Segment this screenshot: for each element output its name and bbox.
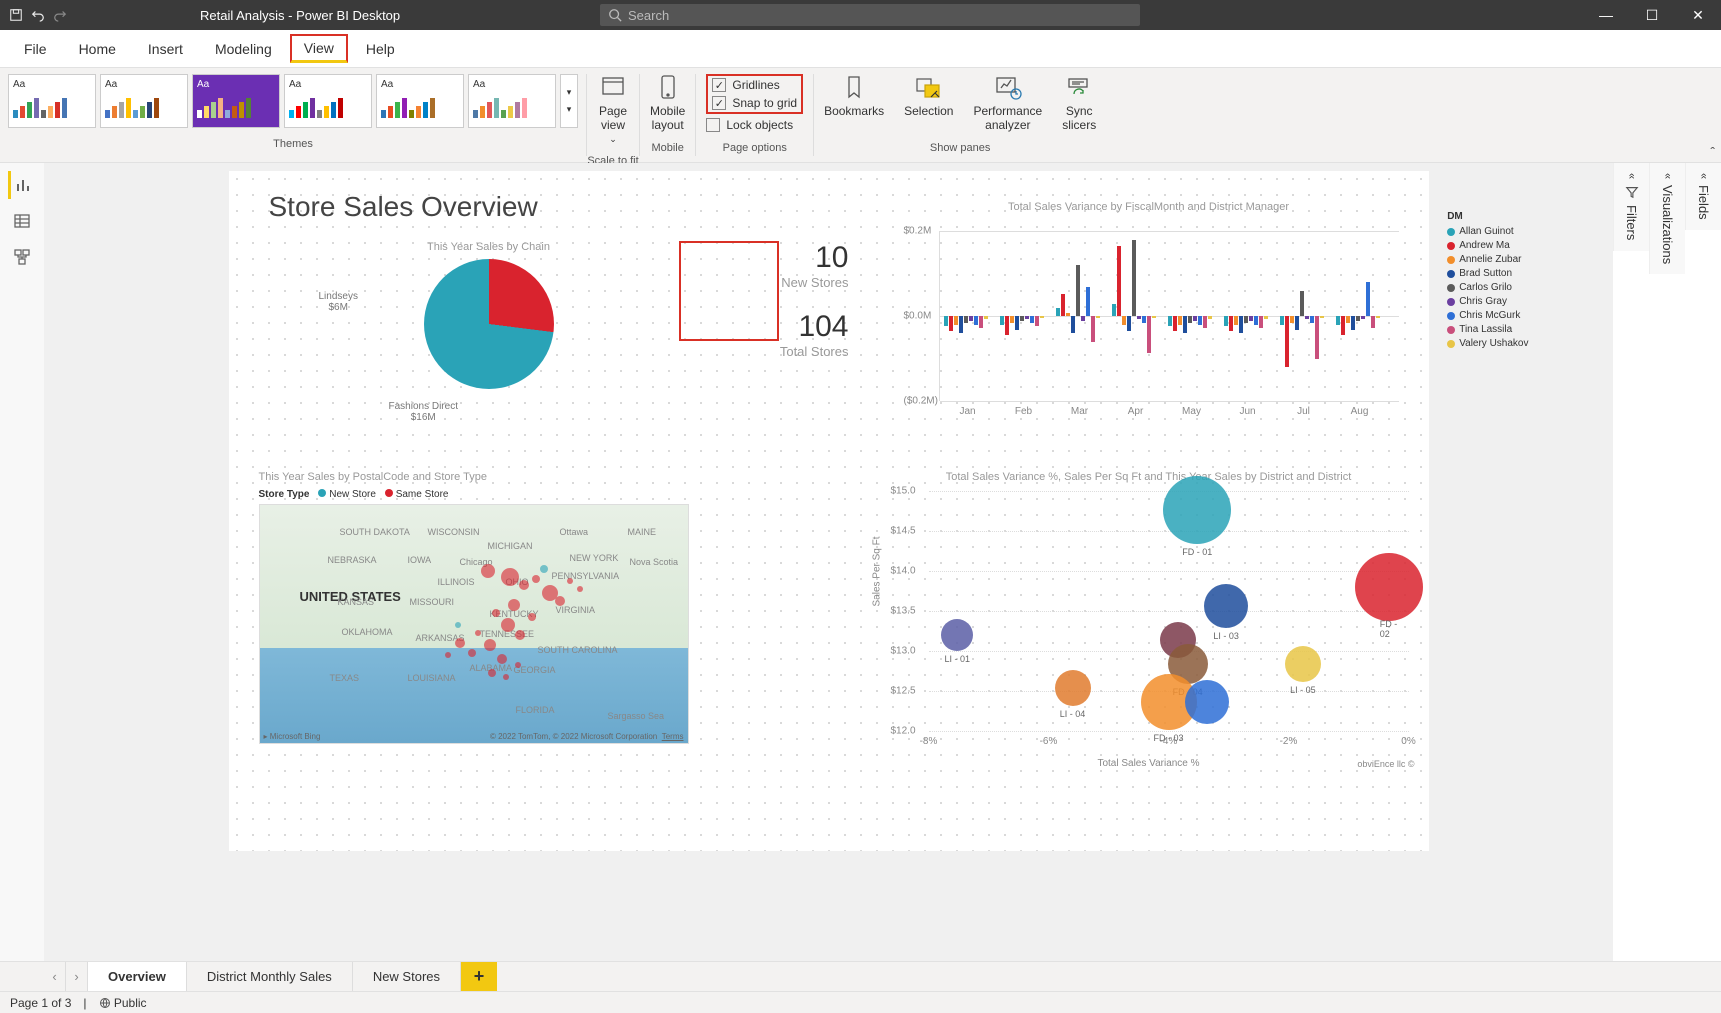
status-page: Page 1 of 3: [10, 996, 71, 1010]
show-panes-label: Show panes: [930, 142, 991, 154]
bookmark-icon: [838, 74, 870, 102]
selection-button[interactable]: Selection: [894, 68, 963, 138]
report-title: Store Sales Overview: [269, 191, 538, 223]
filter-icon: [1625, 185, 1639, 199]
title-bar: Retail Analysis - Power BI Desktop Searc…: [0, 0, 1721, 30]
data-view-icon[interactable]: [8, 207, 36, 235]
globe-icon: [99, 997, 111, 1009]
close-button[interactable]: ✕: [1675, 0, 1721, 30]
barchart-title: Total Sales Variance by FiscalMonth and …: [889, 201, 1409, 213]
menu-view[interactable]: View: [290, 34, 348, 63]
mobile-layout-button[interactable]: Mobile layout: [640, 68, 695, 138]
theme-swatch[interactable]: Aa: [192, 74, 280, 128]
canvas-area[interactable]: Store Sales Overview This Year Sales by …: [44, 163, 1613, 961]
map-credits-left: ▸ Microsoft Bing: [264, 732, 321, 741]
search-icon: [608, 8, 622, 22]
scatter-title: Total Sales Variance %, Sales Per Sq Ft …: [879, 471, 1419, 483]
minimize-button[interactable]: —: [1583, 0, 1629, 30]
pie-visual[interactable]: This Year Sales by Chain Lindseys $6M Fa…: [289, 241, 689, 441]
pie-title: This Year Sales by Chain: [289, 241, 689, 253]
app-title: Retail Analysis - Power BI Desktop: [200, 8, 400, 23]
barchart-visual[interactable]: Total Sales Variance by FiscalMonth and …: [889, 201, 1409, 431]
obvience-credit: obviEnce llc ©: [1357, 759, 1414, 769]
map-legend: Store Type New Store Same Store: [259, 489, 699, 500]
theme-swatch[interactable]: Aa: [376, 74, 464, 128]
menu-modeling[interactable]: Modeling: [201, 35, 286, 63]
themes-group-label: Themes: [273, 138, 313, 150]
tab-prev-icon[interactable]: ‹: [44, 962, 66, 991]
theme-dropdown[interactable]: ▾▾: [560, 74, 578, 128]
filters-pane-tab[interactable]: « Filters: [1613, 163, 1649, 251]
snap-checkbox[interactable]: ✓Snap to grid: [712, 96, 797, 110]
save-icon[interactable]: [8, 7, 24, 23]
map-image: UNITED STATES ▸ Microsoft Bing © 2022 To…: [259, 504, 689, 744]
theme-swatch[interactable]: Aa: [8, 74, 96, 128]
scatter-visual[interactable]: Total Sales Variance %, Sales Per Sq Ft …: [879, 471, 1419, 771]
sync-icon: [1063, 74, 1095, 102]
bookmarks-button[interactable]: Bookmarks: [814, 68, 894, 138]
collapse-ribbon-icon[interactable]: ˆ: [1710, 144, 1715, 160]
redo-icon[interactable]: [52, 7, 68, 23]
report-view-icon[interactable]: [8, 171, 36, 199]
status-bar: Page 1 of 3 | Public: [0, 991, 1721, 1013]
map-visual[interactable]: This Year Sales by PostalCode and Store …: [259, 471, 699, 751]
menu-home[interactable]: Home: [65, 35, 130, 63]
maximize-button[interactable]: ☐: [1629, 0, 1675, 30]
performance-button[interactable]: Performance analyzer: [963, 68, 1052, 138]
theme-swatch[interactable]: Aa: [100, 74, 188, 128]
performance-icon: [992, 74, 1024, 102]
menu-bar: File Home Insert Modeling View Help: [0, 30, 1721, 68]
scatter-plot: $15.0$14.5$14.0$13.5$13.0$12.5$12.0-8%-6…: [929, 491, 1409, 731]
barchart-plot: $0.2M$0.0M($0.2M)JanFebMarAprMayJunJulAu…: [939, 231, 1399, 401]
search-placeholder: Search: [628, 8, 669, 23]
mobile-group-label: Mobile: [651, 142, 683, 154]
right-rails: « Filters: [1613, 163, 1649, 961]
left-view-rail: [0, 163, 44, 961]
lock-checkbox[interactable]: Lock objects: [706, 118, 803, 132]
menu-file[interactable]: File: [10, 35, 61, 63]
page-view-icon: [597, 74, 629, 102]
page-tab-new-stores[interactable]: New Stores: [353, 962, 461, 991]
mobile-icon: [652, 74, 684, 102]
report-canvas[interactable]: Store Sales Overview This Year Sales by …: [229, 171, 1429, 851]
menu-insert[interactable]: Insert: [134, 35, 197, 63]
sync-slicers-button[interactable]: Sync slicers: [1052, 68, 1106, 138]
theme-swatch[interactable]: Aa: [284, 74, 372, 128]
visualizations-pane-tab[interactable]: «Visualizations: [1649, 163, 1685, 274]
pie-chart: [424, 259, 554, 389]
model-view-icon[interactable]: [8, 243, 36, 271]
undo-icon[interactable]: [30, 7, 46, 23]
menu-help[interactable]: Help: [352, 35, 409, 63]
gridlines-checkbox[interactable]: ✓Gridlines: [712, 78, 797, 92]
tab-next-icon[interactable]: ›: [66, 962, 88, 991]
map-title: This Year Sales by PostalCode and Store …: [259, 471, 699, 483]
fields-pane-tab[interactable]: «Fields: [1685, 163, 1721, 230]
grid-highlight-box: [679, 241, 779, 341]
page-view-button[interactable]: Page view ⌄: [587, 68, 639, 151]
barchart-legend: DM Allan GuinotAndrew MaAnnelie ZubarBra…: [1447, 211, 1528, 352]
card-total-stores-label: Total Stores: [649, 344, 849, 359]
selection-icon: [913, 74, 945, 102]
map-credits-right: © 2022 TomTom, © 2022 Microsoft Corporat…: [490, 732, 684, 741]
page-options-label: Page options: [723, 142, 787, 154]
page-tab-district[interactable]: District Monthly Sales: [187, 962, 353, 991]
ribbon: AaAaAaAaAaAa▾▾ Themes Page view ⌄ Scale …: [0, 68, 1721, 163]
theme-swatch[interactable]: Aa: [468, 74, 556, 128]
page-tabs: ‹› Overview District Monthly Sales New S…: [0, 961, 1721, 991]
status-public: Public: [99, 996, 147, 1010]
add-page-button[interactable]: +: [461, 962, 497, 991]
page-tab-overview[interactable]: Overview: [88, 962, 187, 991]
search-box[interactable]: Search: [600, 4, 1140, 26]
